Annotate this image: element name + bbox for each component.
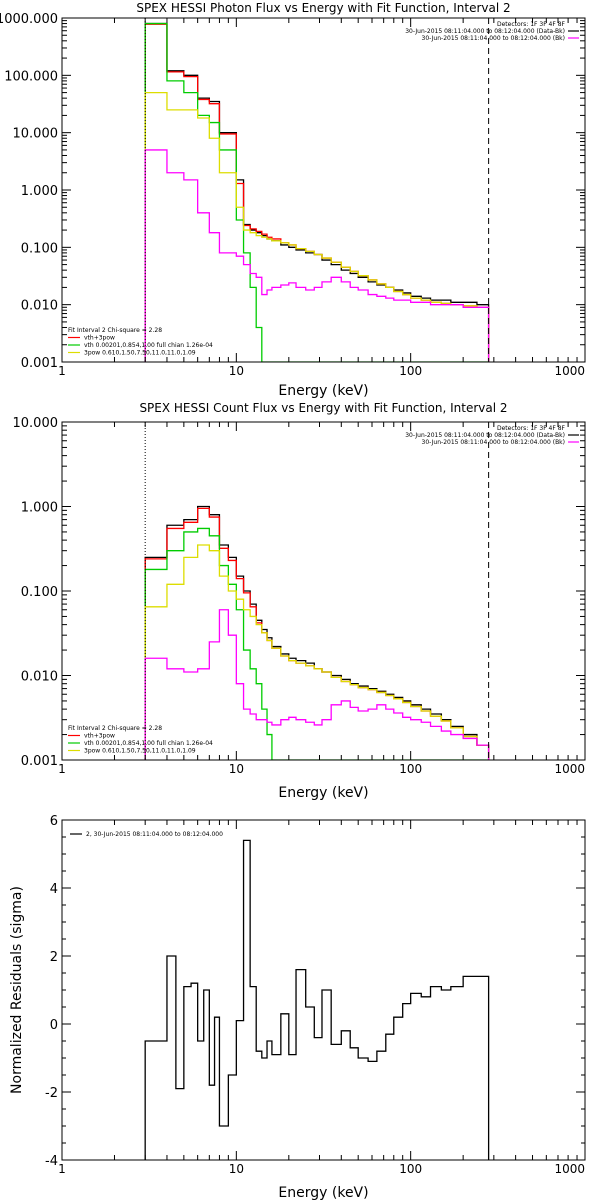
y-tick-label: 10.000 [13, 127, 59, 142]
y-tick-label: -2 [45, 1086, 58, 1101]
legend-entry: Fit Interval 2 Chi-square = 2.28 [68, 327, 162, 334]
y-tick-label: 1.000 [21, 501, 58, 516]
legend-entry: vth 0.00201,0.854,1.00 full chian 1.26e-… [84, 342, 213, 349]
y-tick-label: 0.100 [21, 241, 58, 256]
y-tick-label: 4 [50, 882, 58, 897]
series-group [144, 505, 490, 760]
plot-frame [61, 421, 586, 761]
y-tick-label: 6 [50, 814, 58, 829]
count-flux-panel: SPEX HESSI Count Flux vs Energy with Fit… [13, 401, 586, 801]
plot-frame [61, 17, 586, 363]
series-line-2 [144, 22, 489, 362]
x-tick-label: 10 [229, 1162, 244, 1176]
x-tick-label: 10 [229, 762, 244, 776]
x-axis-label: Energy (keV) [278, 785, 368, 801]
y-axis-label: Normalized Residuals (sigma) [9, 886, 25, 1094]
x-tick-label: 10 [229, 364, 244, 378]
series-line-1 [144, 507, 490, 760]
legend-entry: 2, 30-Jun-2015 08:11:04.000 to 08:12:04.… [86, 831, 223, 838]
y-tick-label: 1000.000 [0, 12, 58, 27]
y-tick-label: 1.000 [21, 184, 58, 199]
series-line-0 [144, 22, 490, 362]
legend-entry: vth+3pow [84, 335, 115, 342]
y-tick-label: 0.100 [21, 585, 58, 600]
y-tick-label: 2 [50, 950, 58, 965]
series-line-3 [144, 544, 490, 760]
series-line-0 [144, 839, 490, 1160]
legend-entry: 3pow 0.610,1.50,7.50,11.0,11.0,1.09 [84, 350, 196, 357]
y-tick-label: 0.001 [21, 356, 58, 371]
y-tick-label: 0 [50, 1018, 58, 1033]
legend-entry: 3pow 0.610,1.50,7.50,11.0,11.0,1.09 [84, 748, 196, 755]
x-axis-label: Energy (keV) [278, 1185, 368, 1200]
y-tick-label: 0.010 [21, 670, 58, 685]
y-tick-label: 0.010 [21, 299, 58, 314]
x-tick-label: 1000 [554, 762, 585, 776]
legend-entry: vth 0.00201,0.854,1.00 full chian 1.26e-… [84, 740, 213, 747]
x-axis-label: Energy (keV) [278, 383, 368, 399]
chart-title: SPEX HESSI Count Flux vs Energy with Fit… [139, 401, 507, 415]
x-tick-label: 1 [58, 762, 66, 776]
series-group [144, 22, 490, 362]
legend-entry: 30-Jun-2015 08:11:04.000 to 08:12:04.000… [405, 28, 565, 35]
y-tick-label: 0.001 [21, 754, 58, 769]
x-tick-label: 100 [399, 1162, 422, 1176]
legend-entry: vth+3pow [84, 733, 115, 740]
legend-entry: 30-Jun-2015 08:11:04.000 to 08:12:04.000… [405, 432, 565, 439]
x-tick-label: 1000 [554, 1162, 585, 1176]
series-line-0 [144, 505, 490, 760]
y-tick-label: -4 [45, 1154, 58, 1169]
x-tick-label: 100 [399, 762, 422, 776]
y-tick-label: 10.000 [13, 416, 59, 431]
residuals-panel: 1 10 100 1000 -4 -2 0 2 4 6 Energy (keV) Normalized… [9, 814, 586, 1200]
series-line-4 [144, 609, 490, 760]
photon-flux-panel: SPEX HESSI Photon Flux vs Energy with Fi… [0, 1, 586, 399]
y-tick-label: 100.000 [4, 69, 58, 84]
x-tick-label: 1 [58, 1162, 66, 1176]
x-tick-label: 100 [399, 364, 422, 378]
legend-entry: Detectors: 1F 3F 4F 8F [497, 21, 566, 28]
chart-title: SPEX HESSI Photon Flux vs Energy with Fi… [136, 1, 510, 15]
series-line-2 [144, 527, 489, 760]
x-tick-label: 1 [58, 364, 66, 378]
series-line-3 [144, 91, 490, 362]
legend-entry: 30-Jun-2015 08:11:04.000 to 08:12:04.000… [422, 35, 565, 42]
x-tick-label: 1000 [554, 364, 585, 378]
series-line-4 [144, 149, 490, 362]
legend-entry: Fit Interval 2 Chi-square = 2.28 [68, 725, 162, 732]
legend-entry: Detectors: 1F 3F 4F 8F [497, 425, 566, 432]
legend-entry: 30-Jun-2015 08:11:04.000 to 08:12:04.000… [422, 439, 565, 446]
series-group [144, 839, 490, 1160]
